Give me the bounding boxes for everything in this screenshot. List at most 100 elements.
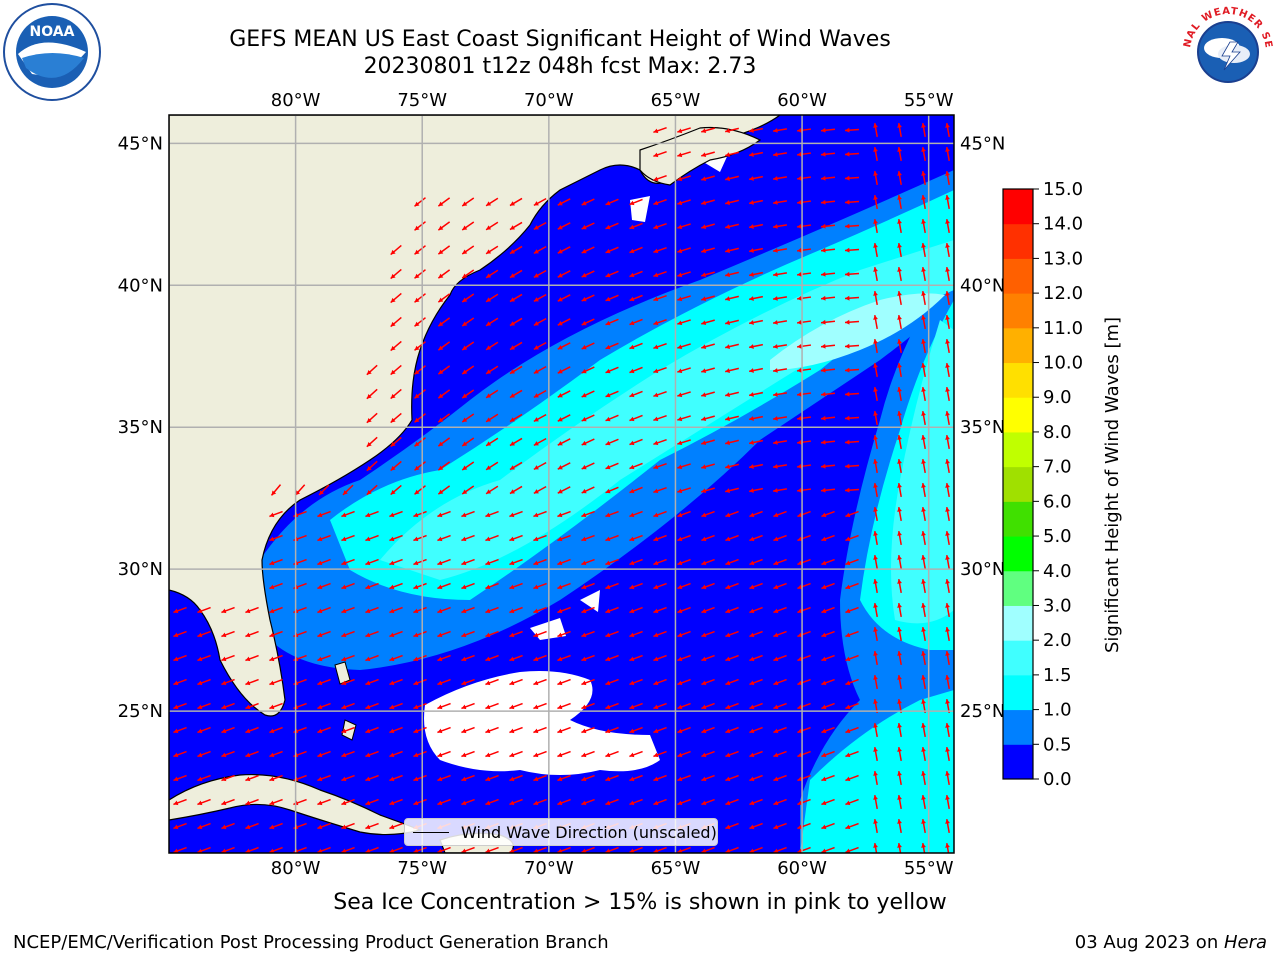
wind-arrow [725, 630, 739, 638]
wind-arrow [533, 702, 547, 710]
wind-arrow [844, 463, 860, 469]
wind-arrow [581, 270, 595, 278]
wind-arrow [605, 582, 619, 590]
wind-arrow [605, 246, 619, 254]
wind-arrow [581, 438, 595, 446]
wind-arrow [797, 606, 811, 614]
wind-arrow [748, 271, 764, 277]
wind-arrow [557, 582, 571, 590]
wind-arrow [342, 484, 354, 496]
wind-arrow [629, 582, 643, 590]
wind-arrow [533, 461, 547, 471]
wind-arrow [796, 175, 812, 181]
wind-arrow [844, 271, 860, 277]
wind-arrow [269, 630, 283, 638]
wind-arrow [533, 750, 547, 758]
wind-arrow [389, 822, 403, 830]
wind-arrow [509, 774, 523, 782]
wind-arrow [796, 199, 812, 205]
wind-arrow [221, 846, 235, 853]
wind-arrow [772, 344, 788, 349]
wind-arrow [581, 774, 595, 782]
wind-arrow [797, 630, 811, 638]
wind-arrow [365, 702, 379, 710]
wind-arrow [557, 294, 571, 302]
wind-arrow [629, 486, 643, 494]
wind-arrow [509, 630, 523, 638]
wind-arrow [389, 630, 403, 638]
colorbar-frame [1002, 188, 1034, 780]
wind-arrow [796, 247, 812, 253]
wind-arrow [772, 152, 788, 157]
wind-arrow [365, 630, 379, 638]
wind-arrow [317, 558, 331, 566]
wind-arrow [749, 510, 763, 518]
wind-arrow [581, 702, 595, 710]
wind-arrow [945, 122, 950, 138]
wind-arrow [389, 726, 403, 734]
lon-label-bottom-0: 80°W [271, 858, 321, 879]
wind-arrow [461, 846, 475, 853]
wind-arrow [629, 414, 643, 422]
wind-arrow [873, 146, 878, 162]
wind-arrow [725, 798, 739, 806]
wind-arrow [945, 170, 950, 186]
wind-arrow [821, 606, 835, 614]
wind-arrow [796, 127, 812, 133]
wind-arrow [485, 534, 499, 542]
wind-arrow [748, 487, 764, 493]
wind-arrow [437, 317, 451, 327]
wind-arrow [921, 818, 926, 834]
wind-arrow [897, 458, 902, 474]
wind-arrow [845, 822, 859, 830]
wind-arrow [533, 221, 547, 231]
wind-arrow [873, 458, 878, 474]
wind-arrow [701, 391, 715, 398]
wind-arrow [485, 846, 499, 853]
colorbar-tick-label-15: 13.0 [1043, 248, 1083, 269]
wind-arrow [317, 678, 331, 686]
wind-arrow [605, 510, 619, 518]
wind-arrow [414, 461, 426, 471]
wind-arrow [844, 367, 860, 373]
wind-arrow [485, 510, 499, 518]
arrow-legend: Wind Wave Direction (unscaled) [404, 818, 718, 846]
colorbar-tick-label-17: 15.0 [1043, 179, 1083, 200]
wind-arrow [461, 221, 475, 231]
wind-arrow [533, 606, 547, 614]
wind-arrow [772, 392, 788, 397]
wind-arrow [820, 415, 836, 421]
wind-arrow [413, 846, 427, 853]
wind-arrow [921, 362, 926, 378]
wind-arrow [629, 630, 643, 638]
wind-arrow [797, 774, 811, 782]
wind-arrow [485, 678, 499, 686]
wind-arrow [873, 362, 878, 378]
wind-arrow [389, 750, 403, 758]
wind-arrow [317, 582, 331, 590]
wind-arrow [533, 726, 547, 734]
wind-arrow [437, 606, 451, 614]
wind-arrow [390, 436, 402, 448]
wind-arrow [873, 746, 878, 762]
wind-arrow [533, 630, 547, 638]
wind-arrow [897, 530, 902, 546]
wind-arrow [772, 248, 788, 253]
wind-arrow [653, 246, 667, 254]
wind-arrow [533, 798, 547, 806]
colorbar-tick-label-2: 1.0 [1043, 700, 1072, 721]
wind-arrow [317, 726, 331, 734]
wind-arrow [461, 774, 475, 782]
wind-arrow [221, 606, 235, 614]
wind-arrow [897, 602, 902, 618]
wind-arrow [269, 822, 283, 830]
wind-arrow [197, 606, 211, 614]
wind-arrow [269, 510, 283, 518]
wind-arrow [873, 266, 878, 282]
chart-title: GEFS MEAN US East Coast Significant Heig… [229, 27, 891, 52]
wind-arrow [797, 798, 811, 806]
wind-arrow [820, 199, 836, 205]
wind-arrow [749, 606, 763, 614]
wind-arrow [533, 846, 547, 853]
wind-arrow [945, 722, 950, 738]
